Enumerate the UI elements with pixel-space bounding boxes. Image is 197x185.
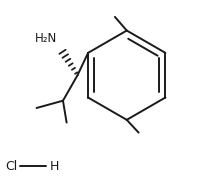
Text: Cl: Cl — [5, 160, 17, 173]
Text: H₂N: H₂N — [35, 32, 58, 45]
Text: H: H — [50, 160, 59, 173]
